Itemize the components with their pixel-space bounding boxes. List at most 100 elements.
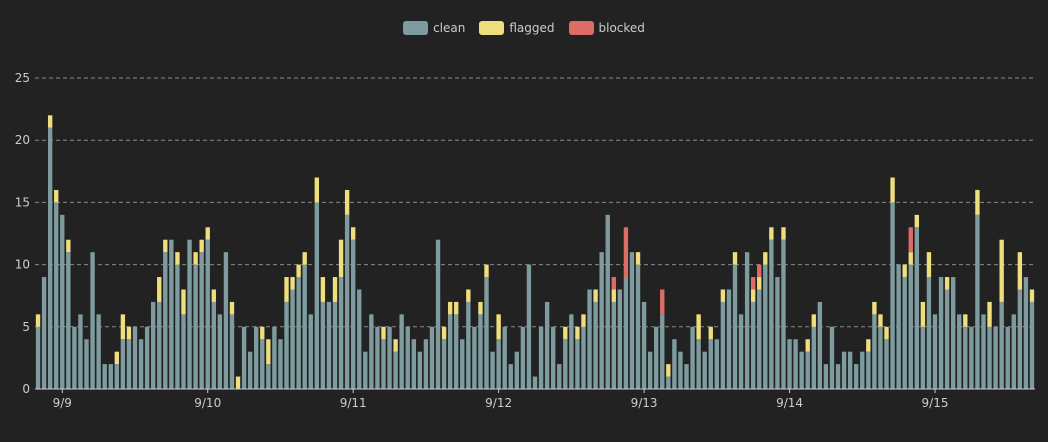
bar-clean[interactable]	[217, 314, 223, 389]
bar-flagged[interactable]	[581, 314, 586, 327]
bar-clean[interactable]	[860, 351, 865, 389]
bar-flagged[interactable]	[926, 252, 932, 278]
bar-clean[interactable]	[951, 277, 956, 389]
bar-flagged[interactable]	[284, 277, 289, 302]
bar-blocked[interactable]	[623, 227, 629, 278]
bar-flagged[interactable]	[696, 314, 701, 340]
bar-flagged[interactable]	[902, 264, 907, 278]
bar-flagged[interactable]	[314, 177, 319, 203]
bar-clean[interactable]	[702, 351, 707, 389]
bar-clean[interactable]	[163, 252, 168, 389]
bar-clean[interactable]	[847, 351, 853, 389]
bar-clean[interactable]	[872, 314, 877, 389]
bar-flagged[interactable]	[447, 301, 453, 315]
bar-clean[interactable]	[205, 239, 210, 389]
bar-clean[interactable]	[326, 301, 332, 389]
bar-clean[interactable]	[96, 314, 101, 389]
bar-clean[interactable]	[557, 364, 562, 389]
bar-clean[interactable]	[914, 227, 919, 389]
bar-flagged[interactable]	[751, 289, 756, 302]
bar-flagged[interactable]	[763, 252, 768, 265]
bar-flagged[interactable]	[260, 326, 265, 340]
bar-clean[interactable]	[496, 339, 501, 389]
bar-clean[interactable]	[969, 326, 974, 389]
bar-clean[interactable]	[447, 314, 453, 389]
legend-item-clean[interactable]: clean	[403, 21, 465, 35]
bar-clean[interactable]	[284, 301, 289, 389]
bar-clean[interactable]	[890, 202, 895, 389]
bar-flagged[interactable]	[496, 314, 501, 340]
bar-clean[interactable]	[344, 214, 350, 389]
bar-clean[interactable]	[1023, 277, 1029, 389]
bar-clean[interactable]	[108, 364, 113, 389]
bar-flagged[interactable]	[163, 239, 168, 253]
bar-flagged[interactable]	[866, 339, 871, 352]
bar-flagged[interactable]	[290, 277, 295, 290]
bar-clean[interactable]	[963, 326, 968, 389]
bar-clean[interactable]	[357, 289, 362, 389]
bar-flagged[interactable]	[872, 301, 877, 315]
bar-clean[interactable]	[308, 314, 313, 389]
bar-clean[interactable]	[617, 289, 623, 389]
bar-flagged[interactable]	[114, 351, 119, 365]
bar-flagged[interactable]	[175, 252, 180, 265]
bar-clean[interactable]	[581, 326, 586, 389]
bar-flagged[interactable]	[338, 239, 344, 278]
bar-clean[interactable]	[441, 339, 447, 389]
bar-flagged[interactable]	[193, 252, 198, 265]
bar-clean[interactable]	[490, 351, 495, 389]
bar-clean[interactable]	[732, 264, 738, 389]
bar-clean[interactable]	[611, 301, 616, 389]
bar-flagged[interactable]	[441, 326, 447, 340]
bar-clean[interactable]	[805, 351, 810, 389]
bar-clean[interactable]	[981, 314, 986, 389]
bar-clean[interactable]	[623, 277, 629, 389]
bar-flagged[interactable]	[878, 314, 883, 327]
bar-clean[interactable]	[211, 301, 216, 389]
bar-flagged[interactable]	[478, 301, 483, 315]
bar-flagged[interactable]	[720, 289, 726, 302]
bar-flagged[interactable]	[296, 264, 301, 278]
bar-clean[interactable]	[514, 351, 519, 389]
bar-clean[interactable]	[157, 301, 162, 389]
bar-clean[interactable]	[544, 301, 550, 389]
bar-clean[interactable]	[575, 339, 580, 389]
bar-flagged[interactable]	[987, 301, 992, 327]
bar-clean[interactable]	[399, 314, 404, 389]
bar-clean[interactable]	[126, 339, 132, 389]
bar-clean[interactable]	[241, 326, 247, 389]
bar-flagged[interactable]	[914, 214, 919, 228]
bar-flagged[interactable]	[302, 252, 307, 265]
bar-clean[interactable]	[520, 326, 526, 389]
bar-clean[interactable]	[799, 351, 804, 389]
bar-clean[interactable]	[472, 326, 477, 389]
bar-flagged[interactable]	[999, 239, 1004, 302]
bar-clean[interactable]	[672, 339, 677, 389]
bar-flagged[interactable]	[811, 314, 816, 327]
bar-flagged[interactable]	[1029, 289, 1035, 302]
bar-flagged[interactable]	[635, 252, 641, 265]
bar-clean[interactable]	[1011, 314, 1016, 389]
bar-clean[interactable]	[290, 289, 295, 389]
bar-clean[interactable]	[454, 314, 459, 389]
bar-clean[interactable]	[926, 277, 932, 389]
bar-clean[interactable]	[169, 239, 174, 389]
bar-flagged[interactable]	[393, 339, 398, 352]
bar-flagged[interactable]	[126, 326, 132, 340]
bar-clean[interactable]	[896, 264, 901, 389]
bar-clean[interactable]	[751, 301, 756, 389]
bar-flagged[interactable]	[466, 289, 471, 302]
bar-clean[interactable]	[502, 326, 507, 389]
bar-flagged[interactable]	[781, 227, 786, 240]
bar-clean[interactable]	[423, 339, 429, 389]
bar-clean[interactable]	[405, 326, 410, 389]
bar-clean[interactable]	[314, 202, 319, 389]
bar-clean[interactable]	[60, 214, 65, 389]
bar-clean[interactable]	[229, 314, 235, 389]
bar-clean[interactable]	[993, 326, 998, 389]
bar-flagged[interactable]	[344, 189, 350, 215]
bar-clean[interactable]	[132, 326, 138, 389]
bar-clean[interactable]	[35, 326, 41, 389]
bar-clean[interactable]	[823, 364, 829, 389]
bar-flagged[interactable]	[611, 289, 616, 302]
